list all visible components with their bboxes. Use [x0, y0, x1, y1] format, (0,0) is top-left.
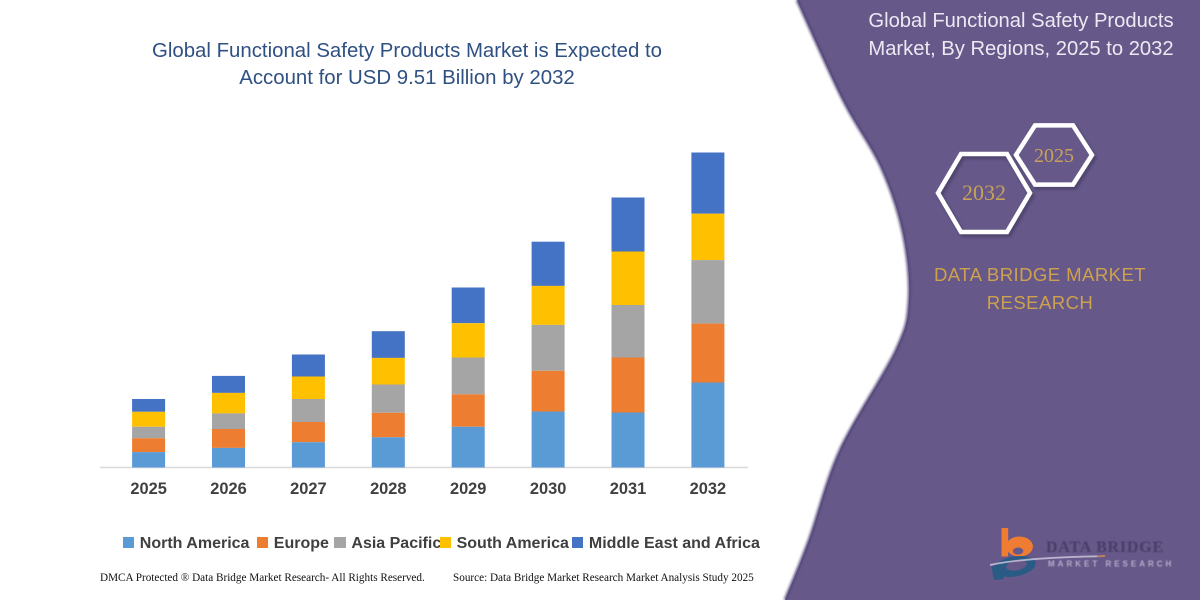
svg-text:2032: 2032 — [962, 180, 1006, 205]
svg-text:2025: 2025 — [1034, 145, 1074, 167]
svg-text:DATA BRIDGE: DATA BRIDGE — [1046, 539, 1164, 556]
svg-text:MARKET RESEARCH: MARKET RESEARCH — [1048, 560, 1174, 569]
